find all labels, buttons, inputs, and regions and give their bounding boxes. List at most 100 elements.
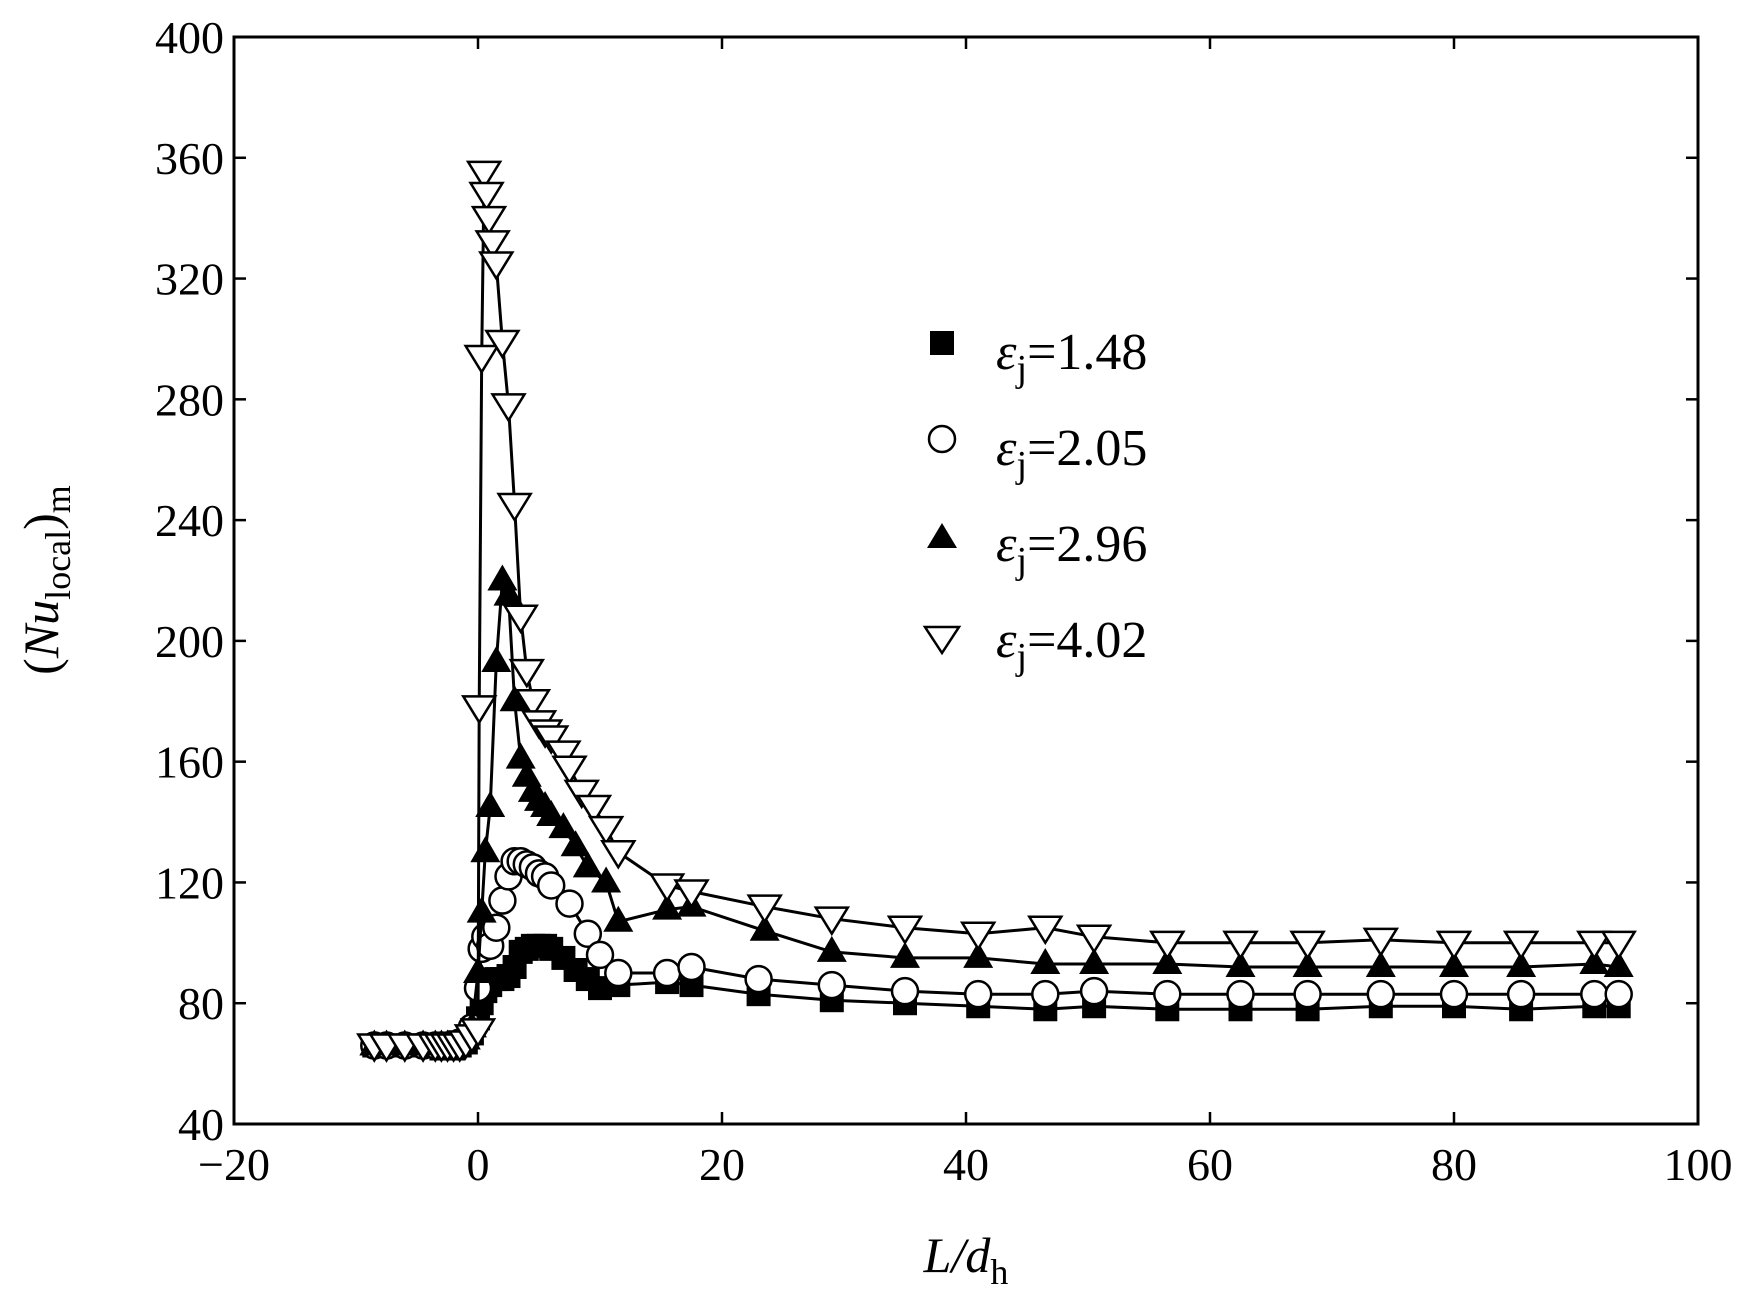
y-axis-title-sub2: m — [38, 485, 78, 513]
data-point — [572, 851, 603, 878]
x-axis-title-sub: h — [990, 1252, 1008, 1292]
data-point — [1152, 947, 1183, 974]
data-point — [1435, 930, 1473, 961]
y-tick-label: 120 — [155, 857, 224, 908]
data-point — [585, 940, 615, 970]
data-point — [1366, 979, 1396, 1009]
x-tick-label: 100 — [1664, 1139, 1733, 1190]
data-point — [1600, 930, 1637, 961]
data-point — [470, 205, 508, 236]
data-point — [749, 914, 780, 941]
y-axis-title-open: ( — [13, 658, 69, 675]
data-point — [548, 812, 579, 839]
data-point — [1502, 930, 1540, 961]
legend-label: εj=2.96 — [996, 516, 1147, 582]
data-point — [478, 251, 515, 281]
data-point — [1225, 950, 1256, 977]
data-point — [470, 836, 501, 863]
legend-label: εj=1.48 — [996, 324, 1147, 390]
legend-label: εj=4.02 — [996, 612, 1147, 678]
data-point — [652, 893, 683, 920]
y-tick-label: 200 — [155, 616, 224, 667]
x-axis-title-main: L/d — [923, 1227, 992, 1283]
data-point — [1439, 950, 1469, 977]
y-axis-title-main: Nu — [13, 600, 69, 659]
data-point — [1289, 930, 1326, 961]
y-axis-title-close: ) — [13, 513, 69, 530]
data-point — [459, 1018, 497, 1048]
x-tick-label: 60 — [1187, 1139, 1233, 1190]
y-tick-label: 360 — [155, 133, 224, 184]
data-point — [1362, 927, 1400, 958]
data-point — [673, 879, 710, 909]
data-point — [886, 915, 924, 946]
data-point — [560, 830, 591, 857]
data-point — [551, 755, 588, 786]
legend-marker-triangle-down-open — [922, 625, 962, 656]
data-point — [591, 866, 622, 893]
data-point — [1222, 930, 1259, 961]
data-point — [493, 579, 524, 606]
y-tick-label: 240 — [155, 495, 224, 546]
data-point — [499, 685, 530, 712]
data-point — [468, 181, 505, 212]
y-axis-title: (Nulocal)m — [13, 485, 78, 675]
data-point — [1293, 979, 1322, 1009]
data-point — [1292, 950, 1323, 977]
series-4 — [356, 160, 1637, 1063]
data-point — [514, 689, 552, 719]
x-axis-title: L/dh — [923, 1227, 1009, 1292]
data-point — [963, 979, 993, 1009]
data-point — [502, 604, 539, 635]
data-point — [1604, 979, 1633, 1009]
data-point — [532, 725, 570, 755]
data-point — [604, 958, 633, 988]
data-point — [587, 815, 625, 846]
legend-item: εj=2.96 — [927, 516, 1147, 582]
data-point — [959, 921, 997, 952]
legend-item: εj=2.05 — [927, 420, 1147, 486]
data-point — [490, 393, 527, 423]
data-point — [890, 941, 920, 968]
legend-label: εj=2.05 — [996, 420, 1147, 486]
data-point — [746, 894, 783, 924]
data-point — [487, 564, 518, 591]
data-point — [744, 964, 773, 994]
data-point — [463, 344, 500, 375]
data-point — [465, 160, 503, 191]
y-tick-label: 280 — [155, 374, 224, 425]
x-tick-label: −20 — [198, 1139, 270, 1190]
data-point — [1031, 979, 1060, 1009]
data-point — [1365, 950, 1396, 977]
legend-marker-triangle-up-filled — [927, 523, 957, 548]
x-tick-label: 80 — [1431, 1139, 1477, 1190]
data-point — [460, 695, 498, 725]
data-point — [1580, 979, 1609, 1009]
data-point — [813, 906, 851, 937]
legend-item: εj=1.48 — [930, 324, 1147, 390]
data-point — [555, 889, 584, 918]
data-point — [1153, 979, 1182, 1009]
x-tick-label: 40 — [943, 1139, 989, 1190]
y-tick-label: 160 — [155, 737, 224, 788]
data-point — [1075, 924, 1113, 955]
data-point — [963, 941, 994, 968]
data-point — [652, 958, 682, 988]
y-tick-label: 40 — [178, 1099, 224, 1150]
x-tick-label: 20 — [699, 1139, 745, 1190]
data-point — [563, 779, 600, 810]
data-point — [484, 329, 521, 360]
legend-marker-circle-open — [927, 424, 957, 454]
data-point — [890, 976, 920, 1006]
y-tick-label: 80 — [178, 978, 224, 1029]
data-point — [1506, 979, 1536, 1009]
data-point — [1603, 950, 1634, 977]
data-point — [475, 790, 506, 817]
data-point — [1439, 979, 1469, 1009]
data-point — [600, 840, 637, 870]
data-point — [1079, 947, 1110, 974]
data-point — [573, 919, 603, 949]
data-point — [536, 871, 566, 900]
data-point — [545, 740, 582, 770]
